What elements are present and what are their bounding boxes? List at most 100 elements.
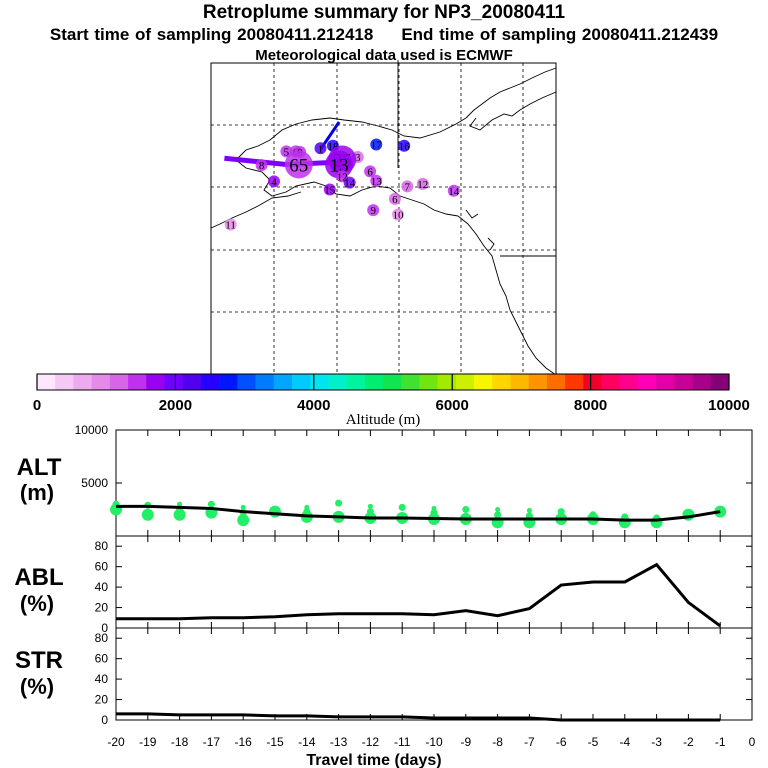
plume-label: 14 [344, 178, 356, 190]
y-tick-label: 40 [95, 580, 109, 594]
colorbar-swatch [419, 374, 438, 390]
map-points: 118171656936525138412141561371214691011 [224, 121, 460, 232]
colorbar-swatch [182, 374, 202, 390]
colorbar-swatch [474, 374, 493, 390]
colorbar-swatch [565, 374, 584, 390]
x-tick-label: -4 [619, 735, 630, 749]
plume-point [398, 139, 411, 152]
colorbar-swatch [346, 374, 366, 390]
colorbar-swatch [109, 374, 129, 390]
colorbar-swatch [73, 374, 92, 390]
altitude-dot [304, 504, 310, 510]
colorbar-tick-label: 6000 [436, 397, 469, 414]
plume-label: 12 [337, 171, 348, 183]
colorbar-swatch [437, 374, 457, 390]
plume-label: 16 [399, 141, 411, 153]
plume-label: 15 [324, 185, 336, 197]
colorbar-label: Altitude (m) [346, 412, 421, 428]
colorbar-tick-label: 4000 [297, 397, 330, 414]
plume-point [370, 174, 383, 187]
altitude-dot [335, 499, 343, 507]
altitude-dot [173, 508, 186, 521]
colorbar-swatch [219, 374, 238, 390]
alt-panel: ALT(m) 5000 10000 [17, 423, 753, 537]
altitude-dot [207, 500, 215, 508]
colorbar-swatch [674, 374, 693, 390]
x-tick-label: -18 [171, 735, 189, 749]
colorbar-swatch [273, 374, 293, 390]
plume-label: 14 [448, 186, 460, 198]
y-tick-label: 40 [95, 672, 109, 686]
colorbar-swatch [637, 374, 657, 390]
x-tick-label: 0 [749, 735, 756, 749]
altitude-dot [366, 508, 374, 516]
y-tick-label: 20 [95, 601, 109, 615]
altitude-dot [714, 505, 727, 518]
coastline [210, 60, 557, 376]
x-tick-label: -19 [139, 735, 157, 749]
time-series-panels: ALT(m) 500010000ABL(%)020406080STR(%)0204… [14, 423, 755, 768]
plume-label: 65 [289, 156, 308, 177]
abl-line [116, 562, 722, 628]
plume-point [343, 176, 356, 189]
altitude-dot [240, 504, 246, 510]
x-tick-label: -13 [330, 735, 348, 749]
sampling-times: Start time of sampling 20080411.212418 En… [0, 25, 768, 45]
plume-label: 12 [417, 179, 428, 191]
plume-label: 6 [392, 194, 398, 206]
x-tick-label: -9 [460, 735, 471, 749]
x-tick-label: -8 [492, 735, 503, 749]
panel-label: STR [15, 647, 63, 674]
colorbar-swatch [383, 374, 402, 390]
x-tick-label: -10 [425, 735, 443, 749]
plume-point [447, 184, 460, 197]
colorbar-swatch [237, 374, 256, 390]
plume-point [323, 183, 336, 196]
y-tick-label: 0 [101, 713, 108, 727]
met-data-label: Meteorological data used is ECMWF [255, 47, 513, 64]
plume-point [370, 138, 383, 151]
colorbar-swatch [401, 374, 420, 390]
colorbar-swatch [455, 374, 475, 390]
altitude-dot [367, 503, 373, 509]
colorbar-swatch [255, 374, 275, 390]
colorbar-swatch [710, 374, 730, 390]
x-tick-label: -5 [588, 735, 599, 749]
x-tick-label: -12 [362, 735, 380, 749]
colorbar-tick-label: 0 [33, 397, 41, 414]
x-tick-label: -6 [556, 735, 567, 749]
altitude-dot [303, 508, 311, 516]
y-tick-label: 80 [95, 539, 109, 553]
x-tick-label: -14 [298, 735, 316, 749]
y-tick-label: 80 [95, 631, 109, 645]
plume-label: 11 [225, 220, 236, 232]
plume-label: 1 [318, 143, 324, 155]
colorbar-swatch [692, 374, 712, 390]
colorbar-swatch [492, 374, 511, 390]
map-frame [210, 62, 557, 376]
altitude-dot [526, 508, 532, 514]
colorbar-swatch [310, 374, 329, 390]
altitude-dot [494, 511, 502, 519]
altitude-dot [495, 507, 501, 512]
plume-label: 3 [355, 152, 361, 164]
plume-point [314, 142, 327, 155]
y-tick-label: 20 [95, 693, 109, 707]
colorbar-swatch [656, 374, 675, 390]
chart-title: Retroplume summary for NP3_20080411 [202, 2, 566, 23]
y-tick-label: 0 [101, 621, 108, 635]
plume-point [284, 150, 313, 179]
panel-label: (%) [20, 591, 54, 616]
colorbar-swatch [528, 374, 548, 390]
colorbar-swatch [328, 374, 347, 390]
altitude-dot [269, 505, 281, 518]
x-tick-label: -11 [394, 735, 411, 749]
y-tick-label: 5000 [81, 476, 108, 490]
start-time: Start time of sampling 20080411.212418 [49, 25, 374, 44]
colorbar-swatch [146, 374, 165, 390]
plume-label: 9 [370, 205, 376, 217]
altitude-line [116, 504, 721, 522]
plume-point [367, 204, 380, 217]
altitude-dot [237, 514, 250, 527]
